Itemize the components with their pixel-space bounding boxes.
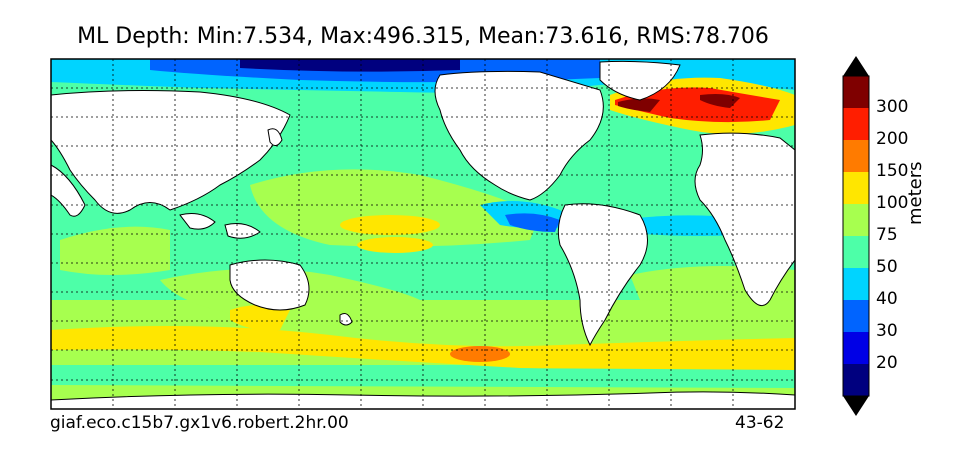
colorbar-tick-label: 300 xyxy=(876,97,909,117)
australia xyxy=(229,259,310,311)
years-label: 43-62 xyxy=(735,413,785,433)
colorbar-tick-label: 20 xyxy=(876,353,898,373)
colorbar-segment xyxy=(843,268,869,300)
south-america xyxy=(557,203,648,347)
map-title: ML Depth: Min:7.534, Max:496.315, Mean:7… xyxy=(77,24,769,49)
colorbar-frame xyxy=(842,75,870,397)
asia xyxy=(51,90,291,214)
colorbar-segment xyxy=(843,236,869,268)
colorbar-segment xyxy=(843,140,869,172)
greenland xyxy=(599,60,681,101)
colorbar-extend-min xyxy=(843,396,869,416)
colorbar-tick-label: 150 xyxy=(876,161,909,181)
north-pacific-band xyxy=(250,169,540,247)
colorbar-unit-label: meters xyxy=(905,161,926,225)
colorbar-tick-label: 75 xyxy=(876,225,898,245)
pacific-subtropical-patch xyxy=(340,215,440,235)
map-frame xyxy=(50,58,796,410)
colorbar-segment xyxy=(843,300,869,332)
north-america xyxy=(434,70,604,201)
ocean-field xyxy=(51,59,795,409)
colorbar-tick-label: 50 xyxy=(876,257,898,277)
colorbar-segment xyxy=(843,204,869,236)
africa-europe xyxy=(694,132,795,307)
colorbar-segment xyxy=(843,108,869,140)
run-name-label: giaf.eco.c15b7.gx1v6.robert.2hr.00 xyxy=(50,413,349,433)
southern-ocean-max-patch xyxy=(450,346,510,362)
colorbar-tick-label: 40 xyxy=(876,289,898,309)
colorbar-extend-max xyxy=(843,56,869,76)
colorbar-segment xyxy=(843,76,869,108)
colorbar-segment xyxy=(843,172,869,204)
map-graticule xyxy=(51,59,795,409)
colorbar xyxy=(842,56,870,416)
colorbar-segment xyxy=(843,332,869,364)
colorbar-tick-label: 200 xyxy=(876,129,909,149)
colorbar-tick-label: 30 xyxy=(876,321,898,341)
colorbar-segment xyxy=(843,364,869,396)
colorbar-tick-label: 100 xyxy=(876,193,909,213)
